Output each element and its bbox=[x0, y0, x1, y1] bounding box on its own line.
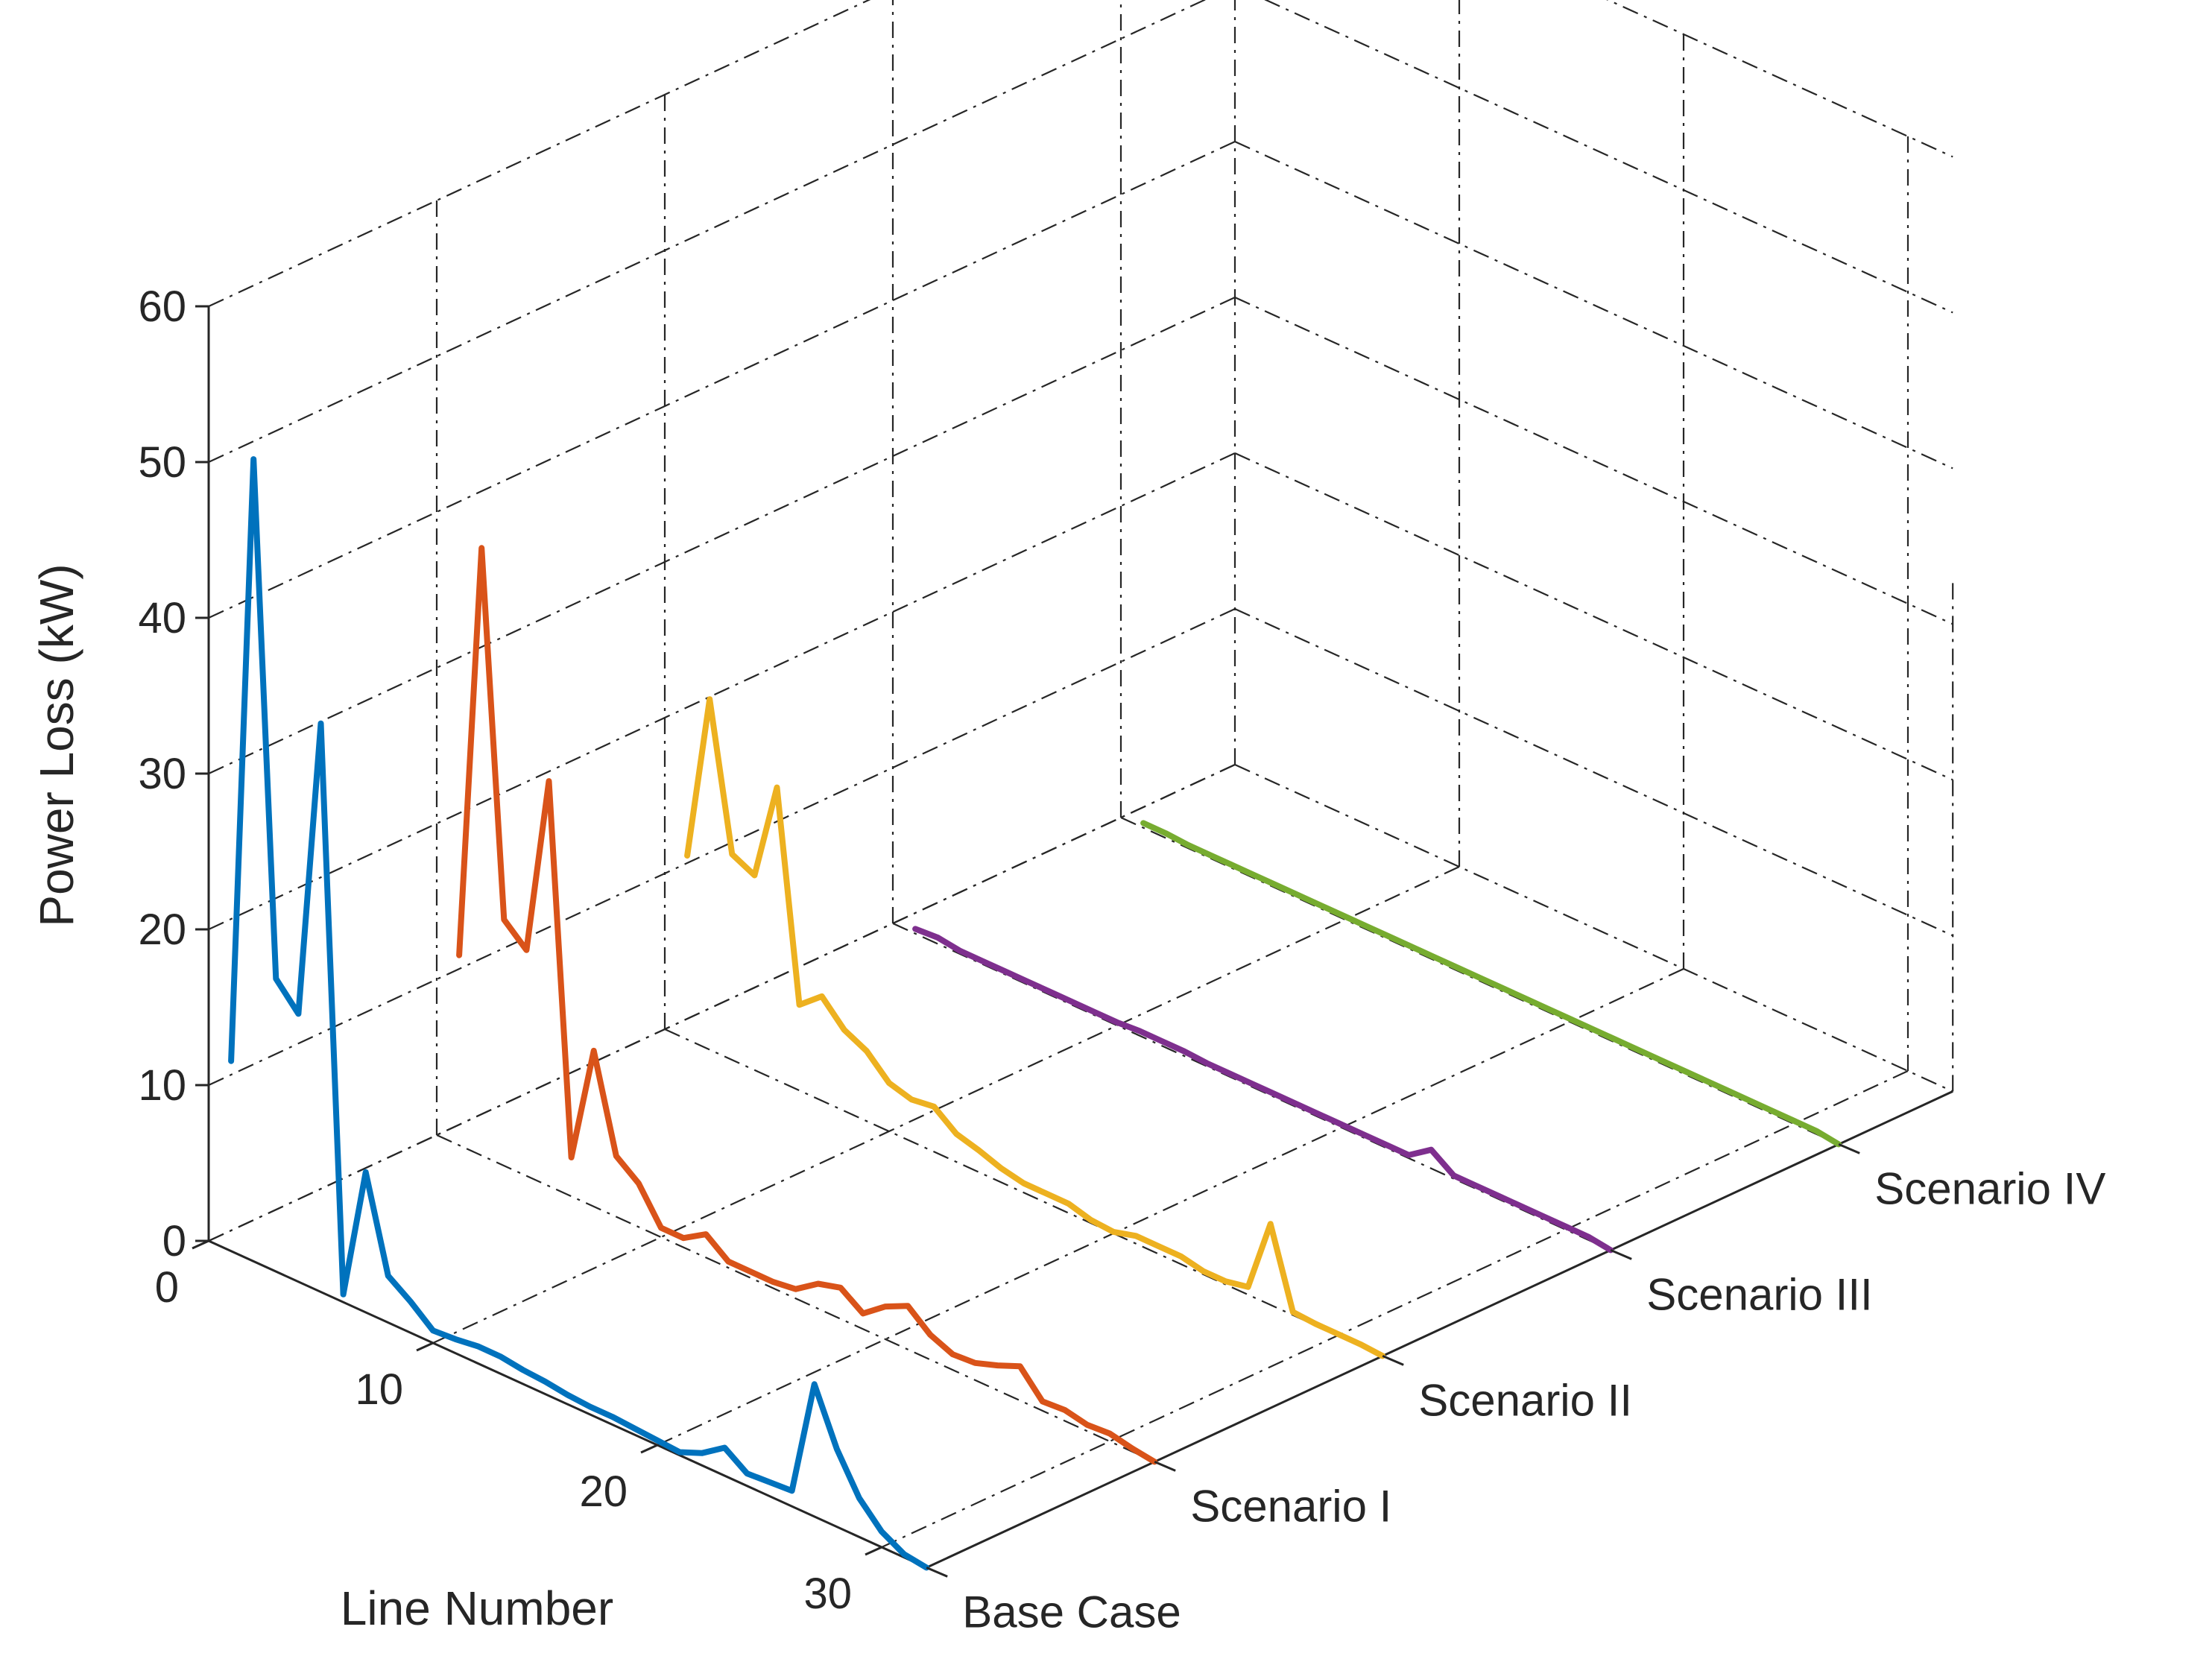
series-layer bbox=[228, 456, 1842, 1571]
category-axis-line bbox=[926, 1090, 1953, 1569]
x-tick-label: 0 bbox=[155, 1263, 179, 1312]
grid-line bbox=[1606, 0, 1953, 158]
category-label: Scenario III bbox=[1646, 1269, 1873, 1319]
x-tick bbox=[640, 1444, 658, 1454]
grid-line bbox=[432, 866, 1460, 1344]
z-tick-label: 30 bbox=[138, 750, 186, 798]
category-label: Scenario IV bbox=[1874, 1163, 2105, 1213]
grid-line bbox=[1234, 763, 1953, 1093]
category-tick bbox=[1382, 1355, 1404, 1366]
x-tick-label: 10 bbox=[355, 1365, 403, 1414]
grid-line bbox=[1234, 140, 1953, 470]
grid-line bbox=[881, 1070, 1909, 1548]
grid-line bbox=[1234, 607, 1953, 937]
grid-line bbox=[208, 0, 1207, 463]
grid-line bbox=[664, 1028, 1383, 1357]
category-label: Scenario II bbox=[1418, 1375, 1632, 1425]
grid-line bbox=[208, 764, 1236, 1242]
grid-line bbox=[1234, 452, 1953, 781]
grid-line bbox=[208, 452, 1236, 930]
x-tick bbox=[865, 1546, 882, 1556]
grid-line bbox=[208, 297, 1236, 774]
grid-line bbox=[657, 968, 1684, 1446]
x-tick-label: 30 bbox=[803, 1570, 852, 1618]
z-tick-label: 60 bbox=[138, 282, 186, 331]
category-label: Base Case bbox=[962, 1587, 1181, 1637]
tick-layer: 0 10 20 30 40 50 60 0 10 20 30 Base Case Scenario I S… bbox=[138, 282, 2105, 1637]
z-tick-label: 40 bbox=[138, 594, 186, 642]
z-tick-label: 50 bbox=[138, 438, 186, 487]
category-tick bbox=[1610, 1249, 1632, 1260]
z-tick-label: 10 bbox=[138, 1061, 186, 1110]
series-line-2 bbox=[456, 545, 1158, 1465]
category-tick bbox=[926, 1567, 948, 1578]
x-axis-label: Line Number bbox=[341, 1581, 613, 1635]
series-line-3 bbox=[684, 696, 1386, 1359]
x-tick bbox=[192, 1239, 209, 1250]
grid-line bbox=[1234, 296, 1953, 625]
z-tick-label: 0 bbox=[162, 1217, 186, 1265]
x-tick-label: 20 bbox=[579, 1467, 628, 1516]
series-line-1 bbox=[228, 456, 930, 1571]
category-label: Scenario I bbox=[1190, 1481, 1391, 1531]
category-tick bbox=[1154, 1461, 1176, 1472]
grid-line bbox=[208, 141, 1236, 619]
grid-line bbox=[208, 608, 1236, 1086]
x-tick bbox=[416, 1341, 434, 1352]
grid-line bbox=[208, 0, 871, 307]
grid-line bbox=[1264, 0, 1953, 314]
category-tick bbox=[1838, 1143, 1860, 1154]
x-axis-line bbox=[208, 1239, 927, 1569]
z-axis-label: Power Loss (kW) bbox=[30, 563, 83, 926]
series-line-4 bbox=[912, 926, 1614, 1254]
grid-line bbox=[436, 1134, 1155, 1463]
series-line-5 bbox=[1140, 820, 1842, 1148]
z-tick-label: 20 bbox=[138, 906, 186, 954]
